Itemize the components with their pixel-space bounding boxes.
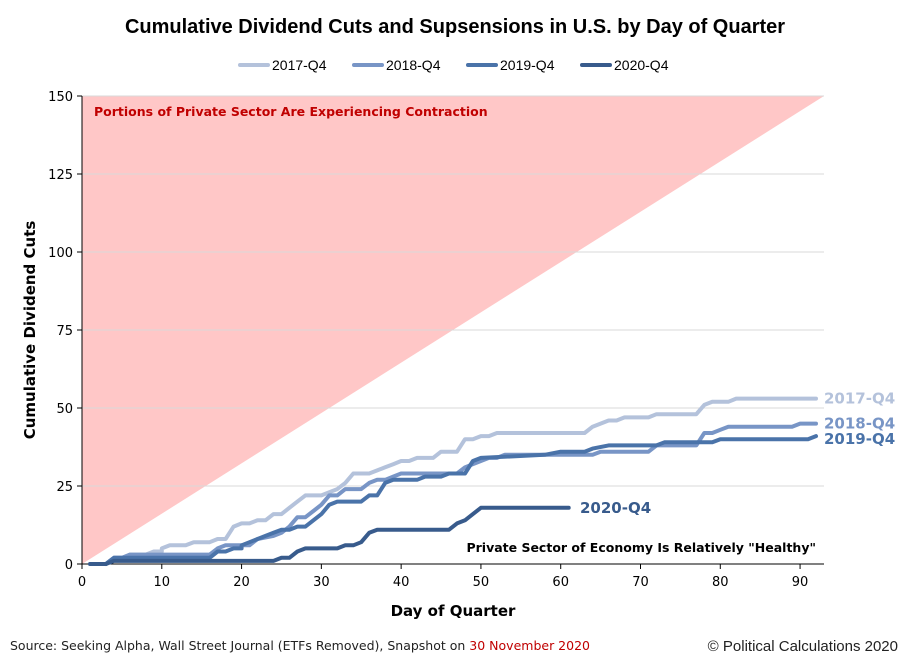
series-end-label-2019-Q4: 2019-Q4: [824, 430, 895, 448]
legend-label-2020-Q4: 2020-Q4: [614, 57, 669, 73]
axes: 0 25 50 75 100 125 150 0 10 20 30 40 50 60 70 80 90: [48, 90, 824, 590]
annotation-healthy: Private Sector of Economy Is Relatively …: [466, 540, 816, 555]
y-tick-label: 125: [48, 168, 73, 183]
x-tick-label: 70: [632, 575, 649, 590]
x-tick-label: 60: [552, 575, 569, 590]
y-tick-label: 150: [48, 90, 73, 105]
series-end-label-2018-Q4: 2018-Q4: [824, 415, 895, 433]
y-tick-label: 25: [56, 480, 73, 495]
legend-label-2017-Q4: 2017-Q4: [272, 57, 327, 73]
gridlines: [82, 95, 824, 487]
legend-label-2018-Q4: 2018-Q4: [386, 57, 441, 73]
legend-label-2019-Q4: 2019-Q4: [500, 57, 555, 73]
series-end-label-2020-Q4: 2020-Q4: [580, 499, 651, 517]
x-axis-label: Day of Quarter: [391, 602, 516, 620]
source-text: Source: Seeking Alpha, Wall Street Journ…: [10, 638, 466, 653]
snapshot-date: 30 November 2020: [469, 638, 590, 653]
series-line-2017-Q4: [88, 396, 818, 566]
copyright: © Political Calculations 2020: [707, 638, 898, 655]
y-tick-label: 100: [48, 246, 73, 261]
x-tick-label: 80: [712, 575, 729, 590]
series-end-label-2017-Q4: 2017-Q4: [824, 390, 895, 408]
source-note: Source: Seeking Alpha, Wall Street Journ…: [10, 638, 590, 653]
x-tick-label: 50: [473, 575, 490, 590]
y-axis-label: Cumulative Dividend Cuts: [21, 221, 39, 440]
y-tick-label: 75: [56, 324, 73, 339]
series-line-2020-Q4: [88, 505, 571, 566]
legend: 2017-Q4 2018-Q4 2019-Q4 2020-Q4: [238, 57, 669, 73]
series-line-2018-Q4: [103, 421, 818, 566]
y-tick-label: 0: [65, 558, 73, 573]
x-tick-label: 20: [233, 575, 250, 590]
x-tick-label: 0: [78, 575, 86, 590]
x-tick-label: 30: [313, 575, 330, 590]
x-tick-label: 10: [154, 575, 171, 590]
series-line-2019-Q4: [96, 434, 818, 566]
annotation-contraction: Portions of Private Sector Are Experienc…: [94, 104, 488, 119]
chart-title: Cumulative Dividend Cuts and Supsensions…: [125, 16, 785, 38]
x-tick-label: 90: [792, 575, 809, 590]
x-tick-label: 40: [393, 575, 410, 590]
y-tick-label: 50: [56, 402, 73, 417]
